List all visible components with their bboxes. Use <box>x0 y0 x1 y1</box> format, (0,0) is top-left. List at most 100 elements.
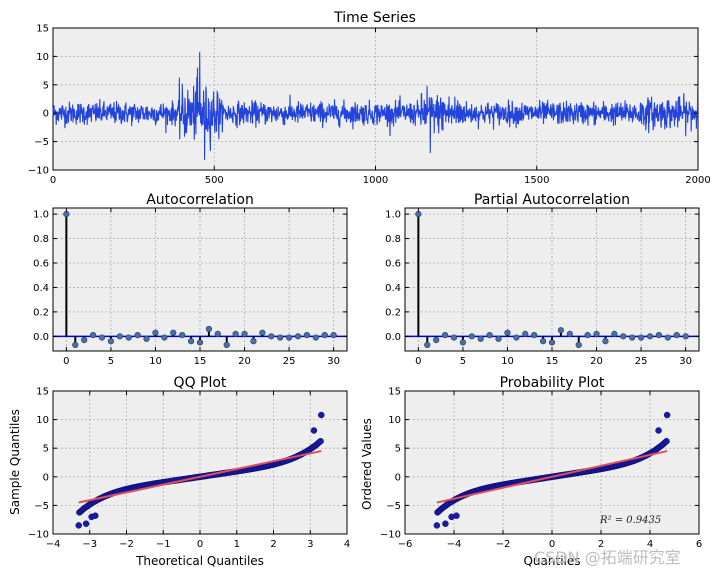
x-tick-label: 30 <box>679 356 692 367</box>
x-tick-label: 2000 <box>685 175 710 186</box>
outlier-marker <box>318 411 325 419</box>
y-tick-label: 0.6 <box>33 259 49 270</box>
probability-plot-ylabel: Ordered Values <box>360 418 374 510</box>
y-tick-label: 15 <box>388 387 401 398</box>
outlier-marker <box>92 512 99 519</box>
watermark: CSDN @拓端研究室 <box>534 548 681 567</box>
x-tick-label: 0 <box>549 539 555 550</box>
quantile-marker <box>317 437 324 445</box>
qq-plot-xlabel: Theoretical Quantiles <box>135 554 264 568</box>
y-tick-label: 1.0 <box>33 210 49 221</box>
stem-marker <box>241 330 248 337</box>
stem-marker <box>531 332 538 339</box>
stem-marker <box>593 330 600 337</box>
fit-line <box>78 450 322 504</box>
outlier-marker <box>310 427 318 434</box>
y-tick-label: 10 <box>36 415 49 426</box>
x-tick-label: 0 <box>63 356 69 367</box>
y-tick-label: 0.8 <box>385 234 401 245</box>
stem-marker <box>89 332 97 339</box>
stem-marker <box>620 333 627 340</box>
probability-plot-area <box>404 390 700 535</box>
x-tick-label: −2 <box>119 539 134 550</box>
stem-marker <box>179 332 186 339</box>
x-tick-label: 0 <box>50 175 56 186</box>
x-tick-label: 1500 <box>524 175 549 186</box>
y-tick-label: −10 <box>380 530 401 541</box>
x-tick-label: 1 <box>234 539 240 550</box>
y-tick-label: −10 <box>28 530 49 541</box>
x-tick-label: 0 <box>415 356 421 367</box>
autocorrelation-panel: 0 5 10 15 20 25 30 0.0 0.2 0.4 0.6 0.8 1.0 Autocorre… <box>33 192 348 367</box>
stem-marker <box>250 338 257 345</box>
quantile-marker <box>663 437 670 445</box>
autocorrelation-title: Autocorrelation <box>146 192 254 208</box>
stem-marker <box>187 338 195 345</box>
stem-marker <box>205 325 213 333</box>
partial-autocorrelation-title: Partial Autocorrelation <box>474 192 630 208</box>
partial-autocorrelation-plot-area <box>404 207 700 352</box>
stem-marker <box>63 211 70 218</box>
stem-marker <box>655 332 663 339</box>
stem-marker <box>566 330 573 337</box>
outlier-marker <box>655 427 662 434</box>
y-tick-label: −5 <box>34 137 49 148</box>
x-tick-label: 3 <box>307 539 313 550</box>
stem-marker <box>629 334 636 341</box>
x-tick-label: −1 <box>156 539 171 550</box>
stem-marker <box>602 338 609 345</box>
x-tick-label: 20 <box>590 356 603 367</box>
outlier-marker <box>75 522 82 529</box>
y-tick-label: 0.0 <box>385 332 401 343</box>
stem-marker <box>575 341 582 348</box>
stem-marker <box>72 341 79 348</box>
stem-marker <box>294 333 302 340</box>
stem-marker <box>637 334 645 341</box>
y-tick-label: 0 <box>43 109 49 120</box>
time-series-panel: 0 500 1000 1500 2000 −10 −5 0 5 10 15 Time Series <box>28 10 711 186</box>
stem-marker <box>303 332 311 339</box>
y-tick-label: −5 <box>386 501 401 512</box>
stem-marker <box>143 335 150 342</box>
y-tick-label: 0.6 <box>385 259 401 270</box>
partial-autocorrelation-panel: 0 5 10 15 20 25 30 0.0 0.2 0.4 0.6 0.8 1.0 Partial A… <box>385 192 700 367</box>
y-tick-label: 0.8 <box>33 234 49 245</box>
probability-plot-title: Probability Plot <box>500 375 605 391</box>
stem-marker <box>539 338 547 345</box>
y-tick-label: −10 <box>28 166 49 177</box>
qq-plot-title: QQ Plot <box>174 375 227 391</box>
x-tick-label: 0 <box>197 539 203 550</box>
stem-marker <box>170 329 177 336</box>
x-tick-label: 5 <box>108 356 114 367</box>
y-tick-label: 10 <box>388 415 401 426</box>
outlier-marker <box>433 522 441 529</box>
y-tick-label: 0.4 <box>385 283 401 294</box>
stem-marker <box>477 335 484 342</box>
stem-marker <box>441 332 449 339</box>
qq-plot-area <box>52 390 348 535</box>
x-tick-label: 2 <box>598 539 604 550</box>
x-tick-label: 1000 <box>363 175 388 186</box>
y-tick-label: 15 <box>36 387 49 398</box>
x-tick-label: −4 <box>447 539 462 550</box>
stem-marker <box>664 334 671 341</box>
stem-marker <box>584 332 591 339</box>
stem-marker <box>646 333 654 340</box>
stem-marker <box>268 333 275 340</box>
stem-marker <box>450 334 458 341</box>
stem-marker <box>223 341 230 348</box>
x-tick-label: 2 <box>270 539 276 550</box>
x-tick-label: 25 <box>283 356 296 367</box>
x-tick-label: −6 <box>398 539 413 550</box>
stem-marker <box>513 334 520 341</box>
stem-marker <box>116 333 123 340</box>
stem-marker <box>81 336 88 344</box>
x-tick-label: 4 <box>344 539 350 550</box>
x-tick-label: 15 <box>194 356 207 367</box>
stem-marker <box>522 330 529 337</box>
outlier-marker <box>442 520 449 527</box>
x-tick-label: 6 <box>696 539 702 550</box>
stem-marker <box>134 332 141 339</box>
x-tick-label: 4 <box>647 539 653 550</box>
probability-plot-xlabel: Quantiles <box>523 554 580 568</box>
